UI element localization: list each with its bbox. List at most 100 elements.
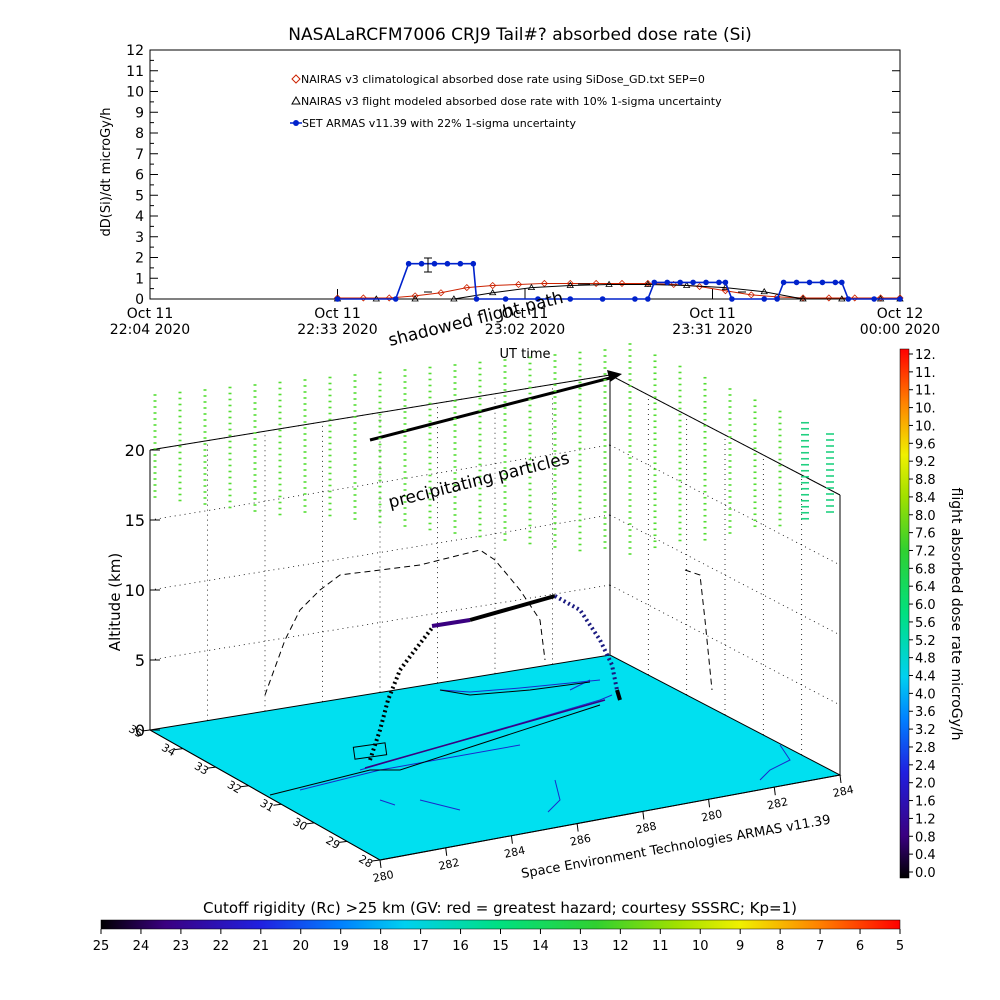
legend: NAIRAS v3 climatological absorbed dose r…	[290, 73, 722, 130]
shadowed-flight-path-line	[369, 376, 611, 442]
legend-item-armas: SET ARMAS v11.39 with 22% 1-sigma uncert…	[290, 117, 576, 130]
longitude-tick	[445, 847, 448, 856]
series-point-2-25	[780, 279, 787, 286]
longitude-tick	[510, 835, 513, 844]
cutoff-rigidity-colorbar: Cutoff rigidity (Rc) >25 km (GV: red = g…	[93, 899, 904, 954]
longitude-tick-label: 286	[569, 832, 592, 849]
rigidity-tick-label: 5	[896, 939, 904, 954]
rigidity-tick-label: 12	[612, 939, 629, 954]
top-y-tick-label: 10	[126, 85, 144, 101]
rigidity-tick-label: 14	[532, 939, 549, 954]
latitude-tick	[339, 840, 348, 843]
top-x-axis-label: UT time	[500, 347, 551, 362]
series-layer	[333, 260, 904, 302]
longitude-tick-label: 282	[766, 795, 789, 812]
latitude-tick	[207, 766, 216, 769]
rigidity-tick-label: 15	[492, 939, 509, 954]
legend-item-nairas-climatological: NAIRAS v3 climatological absorbed dose r…	[291, 73, 705, 86]
rigidity-tick-label: 22	[213, 939, 230, 954]
rigidity-tick-label: 19	[332, 939, 349, 954]
series-point-2-7	[470, 260, 477, 267]
top-x-tick-label-line2: 00:00 2020	[860, 322, 940, 338]
top-y-tick-label: 0	[135, 292, 144, 308]
longitude-axis: 280 282 284 286 288 280 282 284	[372, 774, 855, 885]
flight-shadow-path	[264, 549, 546, 696]
top-x-tick-label-line1: Oct 12	[877, 306, 923, 322]
dose-colorbar-tick-label: 5.2	[915, 634, 936, 649]
series-point-0-16	[747, 291, 755, 299]
series-point-2-10	[535, 296, 541, 302]
top-y-tick-label: 12	[126, 43, 144, 59]
series-line-1	[337, 283, 900, 300]
series-point-1-7	[605, 280, 613, 287]
series-point-2-27	[806, 279, 813, 286]
series-point-0-6	[489, 281, 497, 290]
cutoff-rigidity-ticks: 25 24 23 22 21 20 19 18 17 16 15 14 13 12 11 10 9 8 7 6 5	[93, 929, 904, 954]
dose-colorbar-tick-label: 11.	[915, 366, 936, 381]
series-point-2-23	[761, 296, 768, 302]
start-marker-box	[352, 742, 388, 760]
series-point-0-1	[359, 294, 367, 302]
latitude-tick	[306, 822, 315, 825]
longitude-tick	[839, 774, 842, 784]
dose-colorbar-tick-label: 2.0	[915, 777, 936, 792]
top-x-tick-label-line1: Oct 11	[689, 306, 735, 322]
altitude-axis: 0 5 10 15 20	[125, 441, 160, 740]
longitude-tick	[642, 811, 645, 820]
longitude-tick-label: 282	[437, 856, 460, 873]
series-point-1-11	[760, 287, 768, 295]
longitude-tick-label: 280	[700, 807, 723, 824]
series-point-0-13	[670, 280, 678, 289]
top-y-tick-label: 5	[135, 188, 144, 204]
precipitating-particles	[153, 343, 834, 555]
box-top-back-right	[609, 374, 841, 496]
rigidity-tick-label: 6	[856, 939, 864, 954]
rigidity-tick-label: 16	[452, 939, 469, 954]
rigidity-tick-label: 13	[572, 939, 589, 954]
dose-colorbar-tick-label: 6.0	[915, 598, 936, 613]
latitude-tick-label: 32	[225, 778, 244, 796]
series-point-2-22	[729, 296, 735, 302]
latitude-tick-label: 31	[258, 797, 277, 815]
series-point-1-5	[527, 283, 536, 290]
top-y-axis-label: dD(Si)/dt microGy/h	[99, 108, 114, 237]
chart-title: NASALaRCFM7006 CRJ9 Tail#? absorbed dose…	[288, 25, 751, 45]
dose-rate-colorbar: 12. 11. 11. 10. 10. 9.6 9.2 8.8 8.4 8.0 7.6 7.2 6.8 6…	[899, 348, 964, 881]
series-point-1-4	[488, 288, 497, 296]
latitude-tick-label: 35	[126, 722, 145, 740]
series-point-1-9	[682, 281, 691, 288]
dose-colorbar-tick-label: 7.6	[915, 527, 936, 542]
top-y-tick-label: 6	[135, 168, 144, 184]
series-point-2-4	[431, 260, 438, 267]
top-x-tick-label-line2: 23:31 2020	[672, 322, 752, 338]
series-point-0-11	[618, 279, 626, 288]
latitude-tick	[141, 729, 151, 732]
rigidity-tick-label: 8	[776, 939, 784, 954]
altitude-tick-label: 5	[135, 651, 145, 670]
series-point-2-8	[473, 296, 480, 302]
series-point-2-33	[897, 296, 903, 302]
error-bars	[424, 257, 746, 293]
series-point-2-11	[567, 296, 574, 302]
series-point-1-6	[566, 281, 574, 288]
series-point-0-7	[514, 280, 523, 289]
dose-colorbar-tick-label: 4.0	[915, 687, 936, 702]
dose-colorbar-tick-label: 1.6	[915, 795, 936, 810]
altitude-tick-label: 10	[125, 581, 145, 600]
dose-colorbar-tick-label: 6.4	[915, 580, 936, 595]
latitude-tick	[174, 748, 183, 751]
altitude-axis-label: Altitude (km)	[106, 553, 124, 651]
top-plot-frame	[149, 49, 901, 300]
dose-colorbar-tick-label: 3.2	[915, 723, 936, 738]
series-point-2-2	[405, 260, 412, 267]
top-x-tick-label-line1: Oct 11	[127, 306, 173, 322]
longitude-tick-label: 284	[832, 783, 855, 800]
dose-colorbar-tick-label: 4.8	[915, 652, 936, 667]
map-dark-lines	[269, 681, 601, 796]
rigidity-tick-label: 25	[93, 939, 110, 954]
wall-grid	[149, 374, 841, 755]
